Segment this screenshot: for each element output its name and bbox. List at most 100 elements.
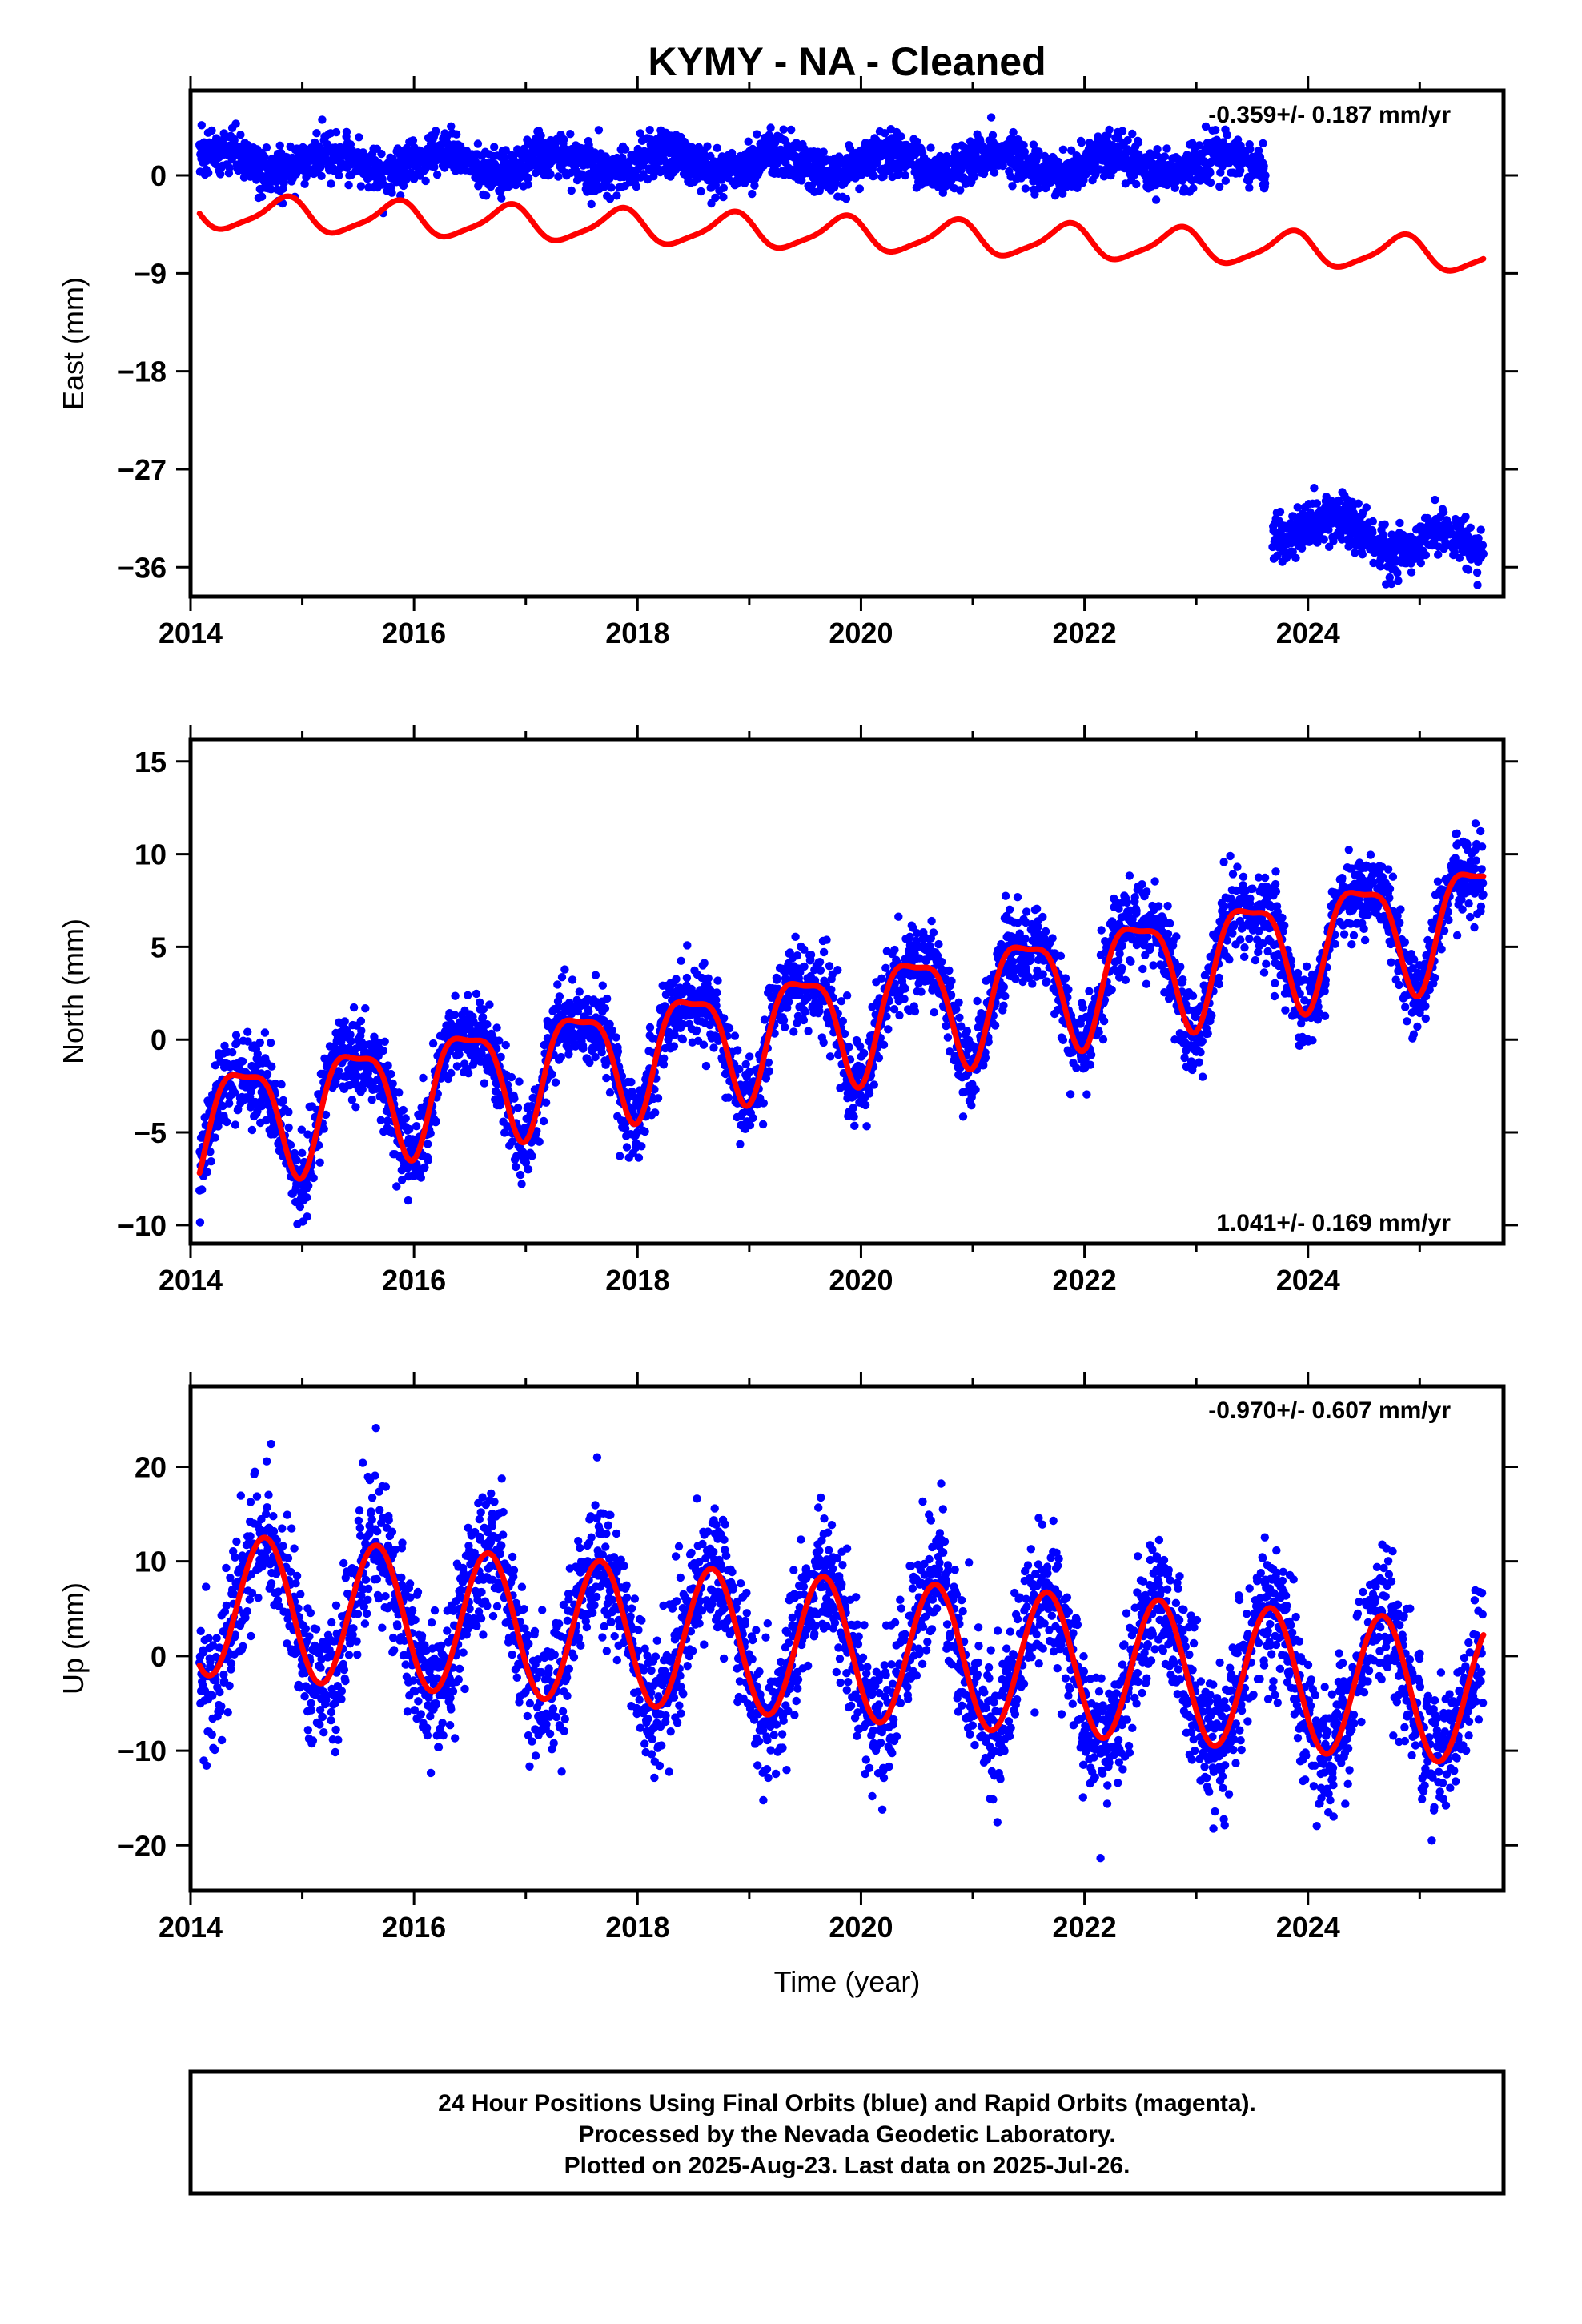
- north-data-point: [492, 1023, 501, 1032]
- north-data-point: [528, 1152, 536, 1160]
- north-data-point: [709, 1043, 718, 1052]
- north-data-point: [598, 981, 607, 990]
- north-data-point: [428, 1039, 438, 1048]
- north-data-point: [645, 1023, 655, 1032]
- east-data-point: [1259, 139, 1267, 148]
- east-data-point: [524, 180, 532, 189]
- north-data-point: [388, 1079, 397, 1088]
- east-data-point: [1236, 166, 1245, 175]
- north-data-point: [637, 1142, 646, 1151]
- east-data-point: [1395, 518, 1404, 528]
- east-data-point: [567, 186, 576, 195]
- east-data-point: [230, 136, 239, 145]
- north-data-point: [553, 980, 562, 989]
- north-data-point: [515, 1077, 524, 1086]
- north-data-point: [700, 959, 709, 967]
- east-data-point: [1128, 129, 1137, 139]
- east-x-tick-label: 2016: [382, 617, 446, 649]
- east-data-point: [594, 126, 604, 135]
- north-data-point: [432, 1117, 440, 1126]
- east-data-point: [500, 153, 509, 162]
- east-data-point: [1077, 138, 1086, 147]
- east-data-point: [1358, 550, 1367, 559]
- north-data-point: [513, 1104, 523, 1112]
- north-data-point: [713, 988, 721, 997]
- east-data-point: [377, 149, 386, 159]
- north-data-point: [548, 1070, 556, 1079]
- north-data-point: [464, 991, 472, 1000]
- north-data-point: [395, 1088, 404, 1097]
- north-data-point: [736, 1140, 745, 1149]
- north-data-point: [356, 1016, 366, 1026]
- east-data-point: [1380, 520, 1389, 529]
- north-data-point: [613, 1047, 623, 1056]
- east-data-point: [207, 126, 216, 135]
- north-data-point: [627, 1077, 636, 1087]
- north-data-point: [401, 1114, 410, 1123]
- north-data-point: [725, 1024, 734, 1033]
- east-data-point: [1162, 144, 1171, 153]
- east-data-point: [1221, 176, 1231, 185]
- east-data-point: [1473, 581, 1482, 589]
- north-data-point: [399, 1105, 408, 1115]
- east-data-point: [1431, 495, 1439, 505]
- north-data-point: [678, 1035, 688, 1044]
- east-data-point: [421, 176, 430, 186]
- east-data-point: [335, 171, 343, 180]
- north-data-point: [651, 1108, 660, 1117]
- east-data-point: [1105, 125, 1114, 135]
- east-data-point: [1261, 171, 1270, 180]
- east-data-point: [524, 173, 533, 183]
- north-data-point: [551, 1078, 560, 1087]
- east-data-point: [257, 192, 267, 201]
- east-rate-label: -0.359+/- 0.187 mm/yr: [1208, 102, 1451, 128]
- north-data-point: [741, 1059, 750, 1069]
- east-y-tick-label: −9: [134, 257, 167, 290]
- east-data-point: [1132, 179, 1141, 189]
- east-data-point: [1291, 553, 1300, 562]
- east-plot-area: [195, 113, 1488, 589]
- north-data-point: [597, 1047, 606, 1057]
- north-data-point: [231, 1120, 240, 1129]
- north-data-point: [616, 1152, 624, 1160]
- north-data-point: [634, 1153, 644, 1162]
- east-data-point: [897, 132, 905, 141]
- north-data-point: [347, 1037, 355, 1046]
- north-data-point: [260, 1028, 270, 1037]
- east-data-point: [1354, 499, 1363, 508]
- east-data-point: [452, 130, 461, 139]
- east-data-point: [1259, 162, 1268, 171]
- east-data-point: [1310, 484, 1319, 493]
- north-data-point: [223, 1117, 231, 1127]
- east-data-point: [779, 125, 788, 134]
- east-data-point: [1260, 179, 1270, 188]
- east-data-point: [713, 143, 721, 152]
- east-data-point: [1362, 503, 1371, 512]
- north-data-point: [303, 1193, 311, 1202]
- east-data-point: [587, 199, 596, 209]
- east-data-point: [318, 115, 327, 124]
- north-data-point: [730, 1031, 740, 1040]
- north-data-point: [292, 1156, 301, 1165]
- east-data-point: [1439, 507, 1448, 517]
- north-data-point: [255, 1038, 264, 1047]
- east-data-point: [1021, 184, 1030, 193]
- north-data-point: [713, 976, 722, 985]
- north-data-point: [340, 1017, 349, 1026]
- north-data-point: [195, 1218, 205, 1227]
- north-data-point: [579, 1044, 588, 1053]
- north-data-point: [622, 1143, 632, 1152]
- north-data-point: [290, 1148, 299, 1158]
- east-y-tick-label: −36: [118, 551, 167, 584]
- north-data-point: [451, 991, 460, 1000]
- east-x-tick-label: 2022: [1053, 617, 1117, 649]
- east-data-point: [216, 170, 225, 179]
- east-data-point: [787, 125, 796, 135]
- east-data-point: [327, 179, 335, 188]
- east-data-point: [1379, 530, 1388, 539]
- east-data-point: [1421, 550, 1431, 560]
- north-data-point: [568, 975, 577, 984]
- north-data-point: [383, 1061, 392, 1070]
- east-data-point: [797, 176, 806, 185]
- east-data-point: [1368, 528, 1377, 537]
